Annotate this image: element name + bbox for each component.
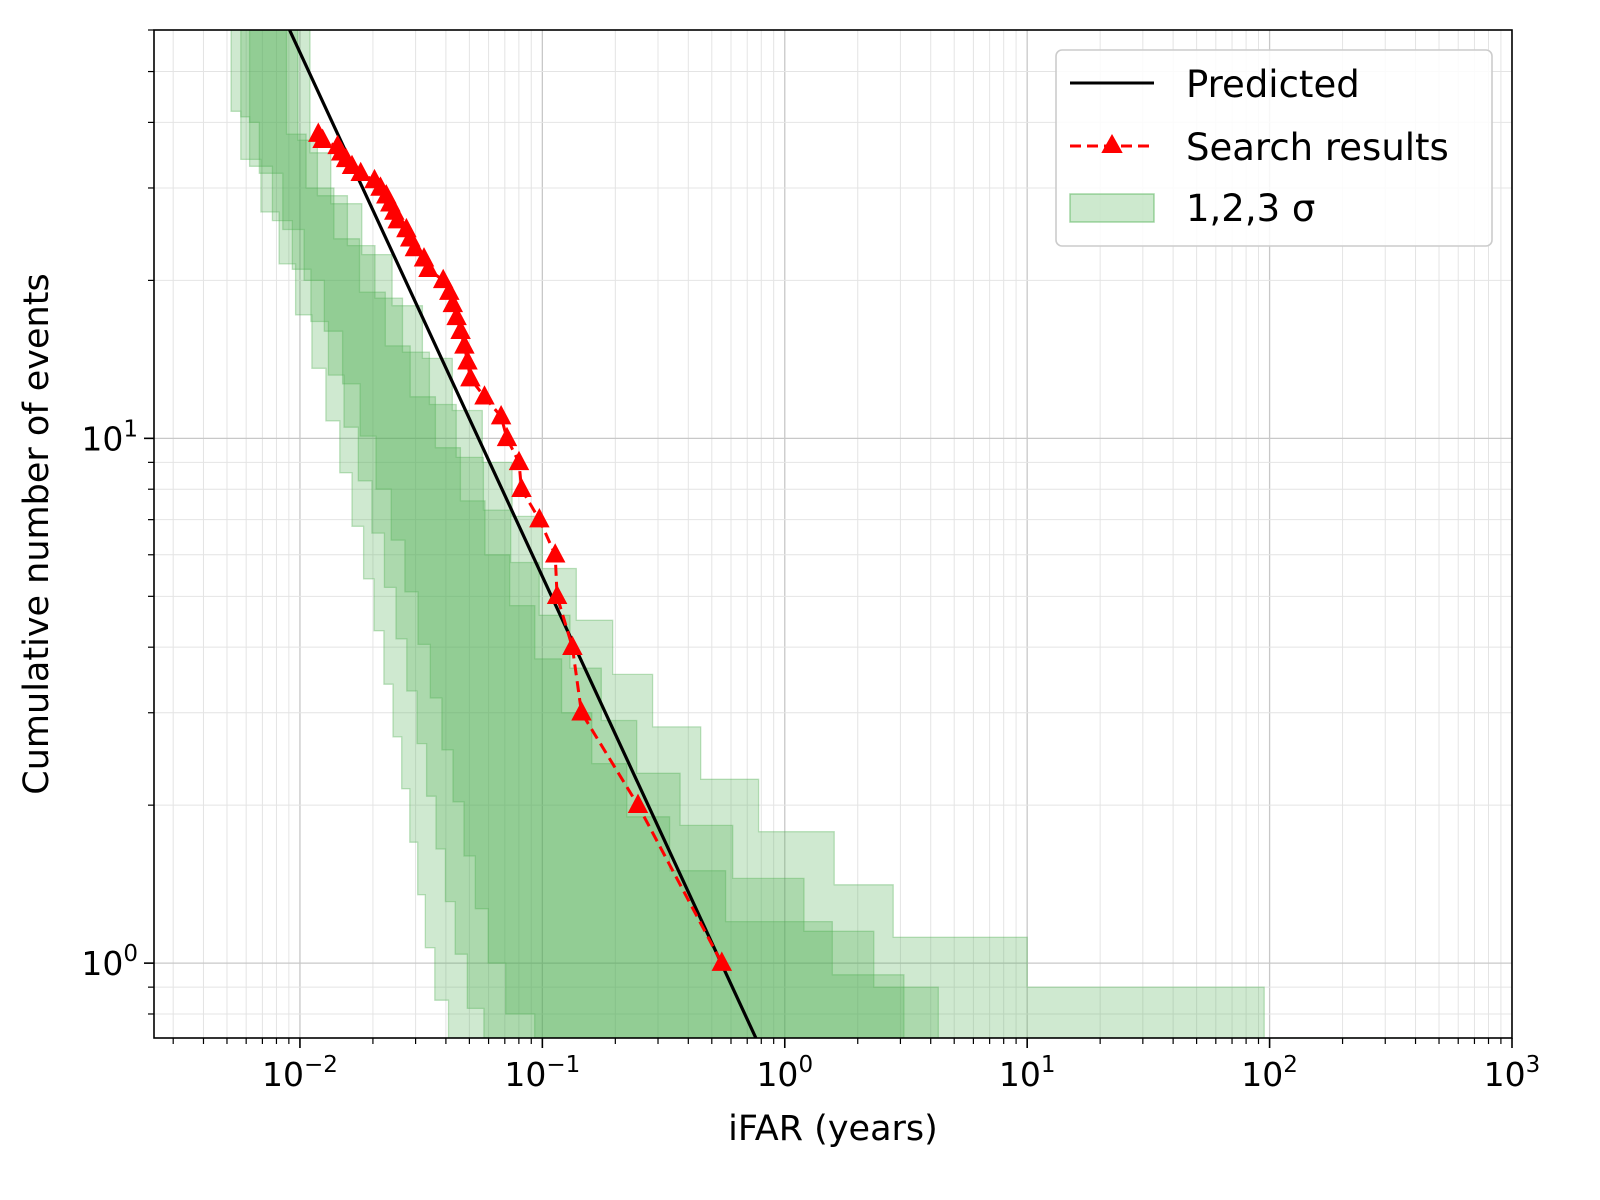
search-layer (308, 122, 733, 971)
plot-frame (153, 29, 1513, 1039)
y-tick-label: 100 (81, 941, 138, 983)
y-tick-label: 101 (81, 416, 138, 458)
search-point (432, 268, 454, 289)
legend-box (1055, 49, 1493, 247)
search-point (404, 236, 426, 257)
search-point (508, 450, 530, 471)
search-point (511, 477, 532, 497)
sigma-1-band (248, 30, 905, 1038)
search-point (387, 208, 408, 229)
x-tick-label: 103 (1484, 1052, 1541, 1094)
search-point (350, 161, 371, 182)
legend-search-label: Search results (1186, 126, 1449, 169)
search-point (312, 128, 333, 148)
search-point (529, 507, 550, 528)
legend-band-label: 1,2,3 σ (1186, 187, 1315, 230)
y-axis-label: Cumulative number of events (17, 273, 57, 794)
search-point (446, 305, 467, 326)
search-point (457, 350, 478, 370)
x-tick-label: 101 (999, 1052, 1056, 1094)
legend-predicted-label: Predicted (1186, 63, 1360, 106)
search-point (454, 334, 475, 354)
search-point (627, 793, 649, 813)
grid (154, 30, 1512, 1038)
predicted-line (288, 30, 758, 1038)
x-axis-label: iFAR (years) (728, 1109, 938, 1149)
search-point (418, 257, 439, 278)
search-point (711, 951, 733, 971)
search-point (460, 366, 481, 387)
predicted-layer (288, 30, 758, 1038)
sigma-bands (230, 30, 1416, 1038)
legend-search-marker (1101, 133, 1123, 153)
search-point (546, 584, 568, 605)
x-axis: 10−2 10−1 100 101 102 103 (172, 1038, 1541, 1094)
sigma-3-band (230, 30, 1416, 1038)
search-point (341, 154, 363, 175)
search-point (474, 385, 495, 405)
search-point (450, 319, 471, 339)
legend: Predicted Search results 1,2,3 σ (1055, 49, 1493, 247)
x-tick-label: 10−1 (504, 1052, 580, 1094)
legend-band-swatch (1069, 193, 1155, 223)
x-tick-label: 102 (1241, 1052, 1298, 1094)
search-point (544, 543, 566, 563)
search-point (562, 635, 583, 655)
x-tick-label: 10−2 (262, 1052, 338, 1094)
search-point (490, 404, 512, 425)
search-point (496, 426, 518, 447)
sigma-2-band (240, 30, 1113, 1038)
x-tick-label: 100 (756, 1052, 813, 1094)
search-point (571, 701, 592, 721)
y-axis: 100 101 (81, 29, 154, 1015)
